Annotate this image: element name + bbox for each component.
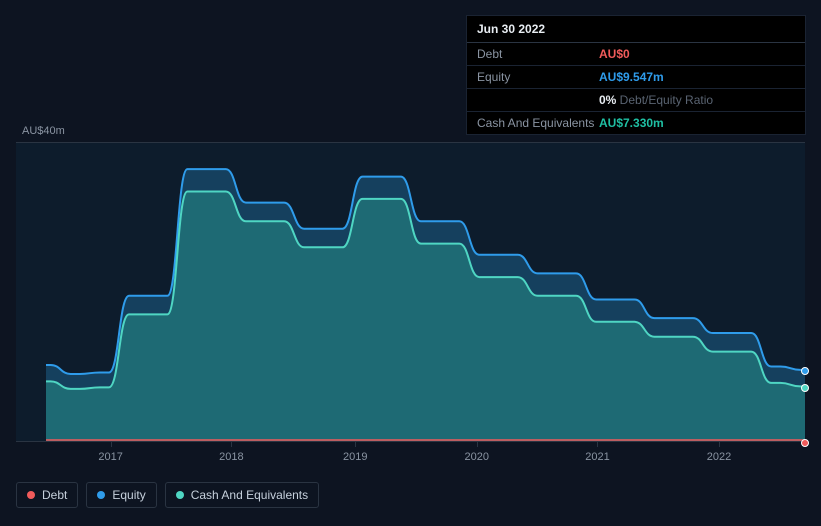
legend-dot-icon <box>97 491 105 499</box>
tooltip-row: EquityAU$9.547m <box>467 66 805 89</box>
equity-end-marker <box>801 367 809 375</box>
legend-item-equity[interactable]: Equity <box>86 482 156 508</box>
x-tick-label: 2019 <box>343 451 367 463</box>
x-tick-mark <box>355 442 356 447</box>
x-tick-label: 2018 <box>219 451 243 463</box>
tooltip-row-label: Equity <box>477 70 599 84</box>
x-tick-mark <box>111 442 112 447</box>
tooltip-row-value: 0% Debt/Equity Ratio <box>599 93 713 107</box>
x-tick-label: 2022 <box>707 451 731 463</box>
legend-item-debt[interactable]: Debt <box>16 482 78 508</box>
legend-dot-icon <box>27 491 35 499</box>
tooltip-row-value: AU$9.547m <box>599 70 664 84</box>
x-tick-mark <box>477 442 478 447</box>
tooltip-row-label <box>477 93 599 107</box>
debt-end-marker <box>801 439 809 447</box>
x-tick-label: 2020 <box>465 451 489 463</box>
tooltip-row-label: Debt <box>477 47 599 61</box>
tooltip-row: 0% Debt/Equity Ratio <box>467 89 805 112</box>
cash-end-marker <box>801 384 809 392</box>
tooltip-row: Cash And EquivalentsAU$7.330m <box>467 112 805 134</box>
x-tick-mark <box>231 442 232 447</box>
tooltip-row-value: AU$7.330m <box>599 116 664 130</box>
tooltip-row-label: Cash And Equivalents <box>477 116 599 130</box>
x-tick-label: 2021 <box>585 451 609 463</box>
legend: Debt Equity Cash And Equivalents <box>16 482 319 508</box>
tooltip-date: Jun 30 2022 <box>467 16 805 43</box>
x-axis: 2017 2018 2019 2020 2021 2022 <box>16 448 805 468</box>
tooltip-row-value: AU$0 <box>599 47 630 61</box>
x-tick-mark <box>597 442 598 447</box>
x-tick-mark <box>719 442 720 447</box>
legend-label: Debt <box>42 488 67 502</box>
hover-tooltip: Jun 30 2022 DebtAU$0EquityAU$9.547m0% De… <box>466 15 806 135</box>
tooltip-row: DebtAU$0 <box>467 43 805 66</box>
legend-label: Cash And Equivalents <box>191 488 308 502</box>
chart-plot-area[interactable] <box>16 142 805 442</box>
legend-dot-icon <box>176 491 184 499</box>
y-axis-max-label: AU$40m <box>22 125 65 137</box>
legend-label: Equity <box>112 488 145 502</box>
x-tick-label: 2017 <box>98 451 122 463</box>
legend-item-cash-and-equivalents[interactable]: Cash And Equivalents <box>165 482 319 508</box>
